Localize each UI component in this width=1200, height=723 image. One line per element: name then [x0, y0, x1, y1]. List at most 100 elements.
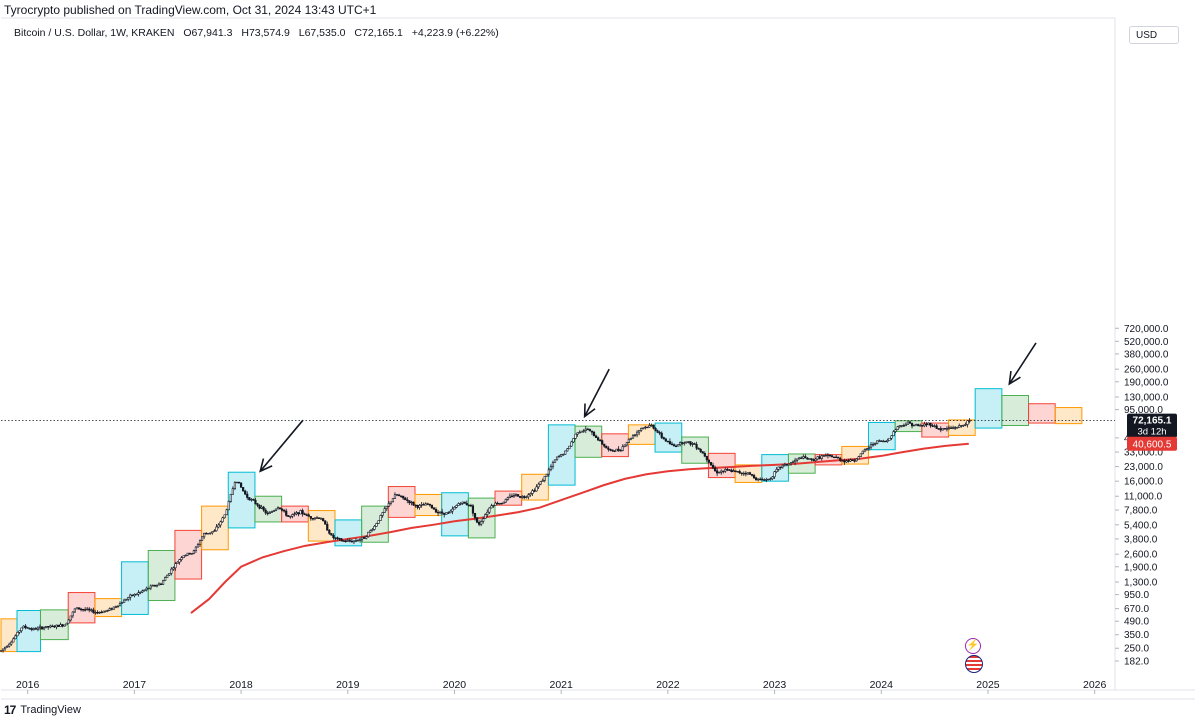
cycle-box-green	[147, 549, 176, 602]
cycle-box-orange	[627, 424, 656, 445]
ma-value-badge	[1127, 436, 1177, 451]
symbol-name[interactable]: Bitcoin / U.S. Dollar, 1W, KRAKEN	[14, 27, 175, 39]
candle-body	[527, 494, 530, 498]
candle-body	[629, 437, 633, 440]
candle-body	[377, 520, 380, 524]
candle-body	[309, 516, 312, 519]
candle-body	[332, 534, 335, 539]
candle-body	[77, 607, 81, 610]
candle-body	[601, 440, 604, 445]
y-tick-label: 3,800.0	[1124, 534, 1158, 545]
candle-body	[145, 587, 148, 591]
candle-body	[490, 505, 493, 509]
candle-body	[529, 493, 532, 496]
candle-body	[742, 472, 745, 475]
candle-body	[703, 453, 706, 457]
candle-body	[262, 506, 265, 511]
candle-body	[545, 473, 548, 477]
candle-body	[599, 439, 602, 442]
candle-body	[311, 518, 314, 520]
cycle-box-orange	[201, 505, 229, 551]
candle-body	[730, 469, 733, 473]
candle-body	[699, 449, 702, 452]
candle-body	[841, 460, 844, 462]
candle-body	[8, 643, 11, 647]
candle-body	[894, 429, 897, 432]
candle-body	[135, 593, 138, 596]
candle-body	[539, 481, 542, 485]
candle-body	[178, 559, 181, 563]
candle-body	[748, 472, 752, 475]
lightning-icon[interactable]: ⚡	[965, 638, 981, 654]
candle-body	[395, 494, 399, 496]
candle-body	[301, 510, 304, 515]
candle-body	[504, 499, 507, 503]
candle-body	[174, 563, 177, 569]
candle-body	[828, 454, 832, 457]
candle-body	[855, 458, 858, 462]
candle-body	[361, 536, 364, 540]
candle-body	[666, 440, 669, 443]
candle-body	[264, 509, 267, 514]
y-tick-label: 670.0	[1124, 604, 1149, 615]
candle-body	[761, 478, 764, 481]
candle-body	[806, 457, 809, 460]
candle-body	[6, 645, 9, 648]
footer-brand[interactable]: TradingView	[20, 704, 81, 716]
candle-body	[947, 427, 951, 429]
candle-body	[231, 488, 234, 495]
candle-body	[221, 517, 224, 523]
candle-body	[36, 627, 40, 630]
candle-body	[839, 457, 842, 461]
candle-body	[783, 464, 786, 466]
candle-body	[611, 449, 614, 452]
candle-body	[590, 430, 594, 433]
time-axis[interactable]: 2016 2017 2018 2019 2020 2021 2022 2023 2024 2025…	[16, 679, 1107, 694]
candle-body	[61, 624, 64, 627]
candle-body	[549, 466, 553, 471]
candle-body	[650, 424, 653, 427]
y-tick-label: 1,300.0	[1124, 578, 1158, 589]
arrow-icon	[1008, 342, 1037, 385]
candle-body	[45, 626, 48, 628]
candle-body	[120, 602, 124, 604]
candle-body	[151, 585, 154, 587]
candle-body	[155, 584, 159, 587]
candle-body	[951, 427, 955, 429]
candle-body	[670, 443, 674, 446]
candle-body	[896, 426, 899, 430]
candle-body	[402, 495, 405, 499]
price-axis[interactable]: 182.0 250.0 350.0 490.0 670.0 950.01,300.0 1,9…	[1115, 324, 1169, 668]
candle-body	[720, 470, 723, 473]
candle-body	[824, 454, 827, 457]
candle-body	[137, 592, 140, 595]
candle-body	[531, 490, 534, 494]
candle-body	[422, 504, 425, 506]
candle-body	[843, 460, 846, 463]
candle-body	[383, 508, 386, 513]
currency-button[interactable]: USD	[1129, 26, 1179, 44]
x-tick-label: 2022	[656, 679, 680, 691]
candle-body	[293, 513, 296, 515]
candle-body	[572, 438, 575, 443]
candle-body	[582, 430, 585, 432]
y-tick-label: 720,000.0	[1124, 324, 1169, 335]
candle-body	[718, 471, 721, 474]
candle-body	[203, 532, 206, 538]
candle-body	[654, 427, 657, 432]
candle-body	[832, 456, 836, 459]
candle-body	[369, 530, 372, 533]
candle-body	[874, 443, 877, 445]
candle-body	[184, 554, 187, 557]
candle-body	[757, 478, 760, 481]
candle-body	[929, 422, 932, 426]
candle-body	[404, 497, 407, 501]
candle-body	[211, 531, 214, 534]
candle-body	[28, 628, 31, 630]
us-flag-icon[interactable]	[965, 655, 983, 673]
candle-body	[246, 493, 249, 498]
candle-body	[65, 622, 68, 626]
candle-body	[459, 503, 462, 505]
candle-body	[687, 441, 690, 443]
